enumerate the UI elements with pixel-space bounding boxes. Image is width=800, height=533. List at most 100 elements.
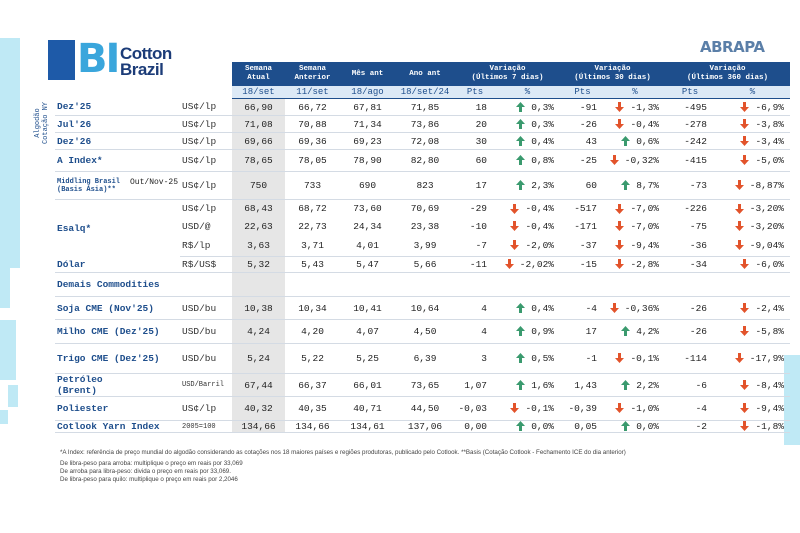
- side-line: Algodão: [34, 108, 42, 138]
- value: 22,63: [232, 217, 285, 235]
- change-pts: -7: [455, 234, 495, 257]
- change-pts: -0,39: [560, 396, 605, 421]
- unit: USD/bu: [180, 296, 232, 320]
- decor: [0, 268, 10, 308]
- logo-line: Brazil: [120, 60, 164, 79]
- pct-text: -9,4%: [755, 403, 784, 414]
- trend-arrow: [615, 118, 625, 129]
- value: 67,81: [340, 98, 395, 116]
- pct-text: -9,4%: [630, 239, 659, 251]
- value: 134,66: [232, 420, 285, 433]
- pct-text: 1,6%: [531, 379, 554, 391]
- value: 5,43: [285, 256, 340, 273]
- blank: [665, 272, 715, 297]
- column-header: Mês ant: [340, 62, 395, 86]
- data-row: Petróleo (Brent) USD/Barril 67,44 66,37 66,01…: [55, 373, 790, 397]
- change-pct: -2,4%: [715, 296, 790, 320]
- data-row: Dez'25 US¢/lp 66,90 66,72 67,81 71,85 18 0,3% -9…: [55, 98, 790, 116]
- value: 70,88: [285, 115, 340, 133]
- change-pct: 0,3%: [495, 98, 560, 116]
- trend-arrow: [510, 403, 520, 414]
- row-label: Out/Nov-25 Middling Brasil (Basis Ásia)**: [55, 171, 180, 200]
- data-row: USD/@ 22,63 22,73 24,34 23,38 -10 -0,4% -171 -7,…: [55, 217, 790, 235]
- change-pct: 0,5%: [495, 343, 560, 374]
- pct-text: 2,2%: [636, 379, 659, 391]
- trend-arrow: [734, 180, 744, 191]
- header-line: Variação: [594, 65, 631, 73]
- header-line: Mês ant: [351, 69, 384, 78]
- pct-text: -8,4%: [755, 379, 784, 391]
- decor: [8, 385, 18, 407]
- value: 750: [232, 171, 285, 200]
- unit: US¢/lp: [182, 203, 217, 215]
- trend-arrow: [516, 155, 526, 166]
- value: 66,90: [232, 98, 285, 116]
- value: 4,01: [340, 234, 395, 257]
- data-row: Dez'26 US¢/lp 69,66 69,36 69,23 72,08 30 0,4% 43…: [55, 132, 790, 150]
- change-pct: -3,20%: [715, 200, 790, 218]
- trend-arrow: [621, 326, 631, 337]
- trend-arrow: [621, 180, 631, 191]
- change-pts: 1,43: [560, 373, 605, 397]
- change-pts: 18: [455, 98, 495, 116]
- sub-header: Pts: [455, 86, 495, 99]
- change-pts: -517: [574, 203, 597, 215]
- row-label: Dólar: [55, 256, 180, 273]
- change-pts: -26: [560, 115, 605, 133]
- row-label: Trigo CME (Dez'25): [55, 343, 180, 374]
- trend-arrow: [609, 155, 619, 166]
- value: 22,73: [298, 220, 327, 232]
- value: 24,34: [353, 220, 382, 232]
- change-pct: -3,8%: [715, 115, 790, 133]
- change-pct: -9,04%: [715, 234, 790, 257]
- change-pct: 2,3%: [495, 171, 560, 200]
- value: 40,71: [340, 396, 395, 421]
- value: 733: [285, 171, 340, 200]
- change-pts: -11: [455, 256, 495, 273]
- change-pts: -226: [684, 203, 707, 215]
- label-text: Jul'26: [57, 118, 92, 130]
- trend-arrow: [740, 118, 750, 129]
- change-pct: -8,87%: [715, 171, 790, 200]
- value: 73,65: [395, 373, 455, 397]
- trend-arrow: [510, 220, 520, 231]
- change-pct: -1,0%: [605, 396, 665, 421]
- value: 82,80: [395, 149, 455, 172]
- header-line: Ano ant: [409, 69, 441, 78]
- sub-header: %: [495, 86, 560, 99]
- change-pts: -242: [665, 132, 715, 150]
- period: Out/Nov-25: [129, 177, 178, 187]
- sublabel: (Basis Ásia)**: [57, 185, 116, 194]
- change-pct: 8,7%: [605, 171, 665, 200]
- blank: [395, 272, 455, 297]
- pct-text: -7,0%: [630, 220, 659, 232]
- change-pts: -25: [560, 149, 605, 172]
- value: 137,06: [395, 420, 455, 433]
- pct-text: 8,7%: [636, 180, 659, 191]
- value: 5,24: [232, 343, 285, 374]
- change-pts: 0,05: [560, 420, 605, 433]
- column-header: Semana Anterior: [285, 62, 340, 86]
- change-pct: -17,9%: [715, 343, 790, 374]
- change-pct: 0,4%: [495, 132, 560, 150]
- value: 5,25: [340, 343, 395, 374]
- pct-text: 0,8%: [531, 155, 554, 166]
- unit: 2005=100: [180, 420, 232, 433]
- change-pct: 0,6%: [605, 132, 665, 150]
- footnote: De arroba para libra-peso: divida o preç…: [60, 468, 231, 475]
- logo-mark: BI: [77, 36, 120, 82]
- value: 78,90: [340, 149, 395, 172]
- change-pts: -0,03: [455, 396, 495, 421]
- label-text: Middling Brasil: [57, 177, 121, 186]
- row-label: A Index*: [55, 149, 180, 172]
- value: 67,44: [232, 373, 285, 397]
- value: 134,66: [285, 420, 340, 433]
- unit: US¢/lp: [180, 149, 232, 172]
- variation-header: Variação (Últimos 30 dias): [560, 62, 665, 86]
- data-row: Jul'26 US¢/lp 71,08 70,88 71,34 73,86 20 0,3% -2…: [55, 115, 790, 133]
- value: 823: [395, 171, 455, 200]
- logo-line: Cotton: [120, 44, 172, 63]
- trend-arrow: [734, 220, 744, 231]
- blank: [715, 272, 790, 297]
- change-pct: -3,20%: [715, 218, 790, 235]
